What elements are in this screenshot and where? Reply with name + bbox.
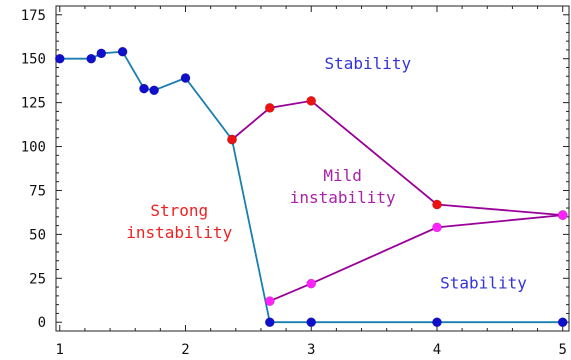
x-tick-label: 3 bbox=[307, 342, 315, 358]
y-tick-label: 175 bbox=[21, 8, 46, 24]
data-point bbox=[264, 103, 275, 113]
annotation-label: Mild bbox=[323, 166, 362, 185]
y-tick-label: 100 bbox=[21, 140, 46, 156]
x-tick-label: 5 bbox=[558, 342, 566, 358]
data-point bbox=[117, 46, 128, 57]
annotation-label: Strong bbox=[150, 201, 208, 220]
data-point bbox=[139, 83, 149, 94]
data-point bbox=[306, 278, 317, 289]
data-point bbox=[557, 317, 568, 328]
data-point bbox=[432, 317, 442, 328]
data-point bbox=[306, 317, 317, 328]
annotation-label: Stability bbox=[324, 54, 411, 73]
x-tick-label: 1 bbox=[56, 342, 64, 358]
data-point bbox=[306, 96, 317, 106]
series-line-2 bbox=[269, 214, 563, 302]
annotation-label: Stability bbox=[440, 274, 527, 293]
annotations: Stability Mild instability Strong instabilit… bbox=[126, 54, 527, 293]
data-point bbox=[557, 210, 568, 220]
annotation-label: instability bbox=[126, 223, 232, 242]
y-tick-label: 50 bbox=[29, 227, 46, 243]
series-layer bbox=[54, 46, 568, 328]
plot-frame bbox=[55, 5, 570, 332]
data-point bbox=[264, 317, 275, 328]
y-tick-label: 150 bbox=[21, 52, 46, 68]
data-point bbox=[432, 222, 442, 233]
data-point bbox=[227, 134, 237, 145]
x-tick-label: 2 bbox=[181, 342, 189, 358]
data-point bbox=[264, 296, 275, 306]
data-point bbox=[149, 85, 159, 96]
y-tick-label: 0 bbox=[38, 315, 46, 331]
y-tick-label: 75 bbox=[29, 183, 46, 199]
data-point bbox=[432, 199, 442, 210]
data-point bbox=[86, 53, 97, 64]
x-tick-label: 4 bbox=[433, 342, 441, 358]
data-point bbox=[54, 53, 65, 64]
y-tick-label: 125 bbox=[21, 96, 46, 112]
series-line-1 bbox=[231, 99, 563, 216]
annotation-label: instability bbox=[290, 188, 396, 207]
data-point bbox=[180, 73, 191, 83]
data-point bbox=[96, 48, 107, 59]
y-tick-label: 25 bbox=[29, 271, 46, 287]
